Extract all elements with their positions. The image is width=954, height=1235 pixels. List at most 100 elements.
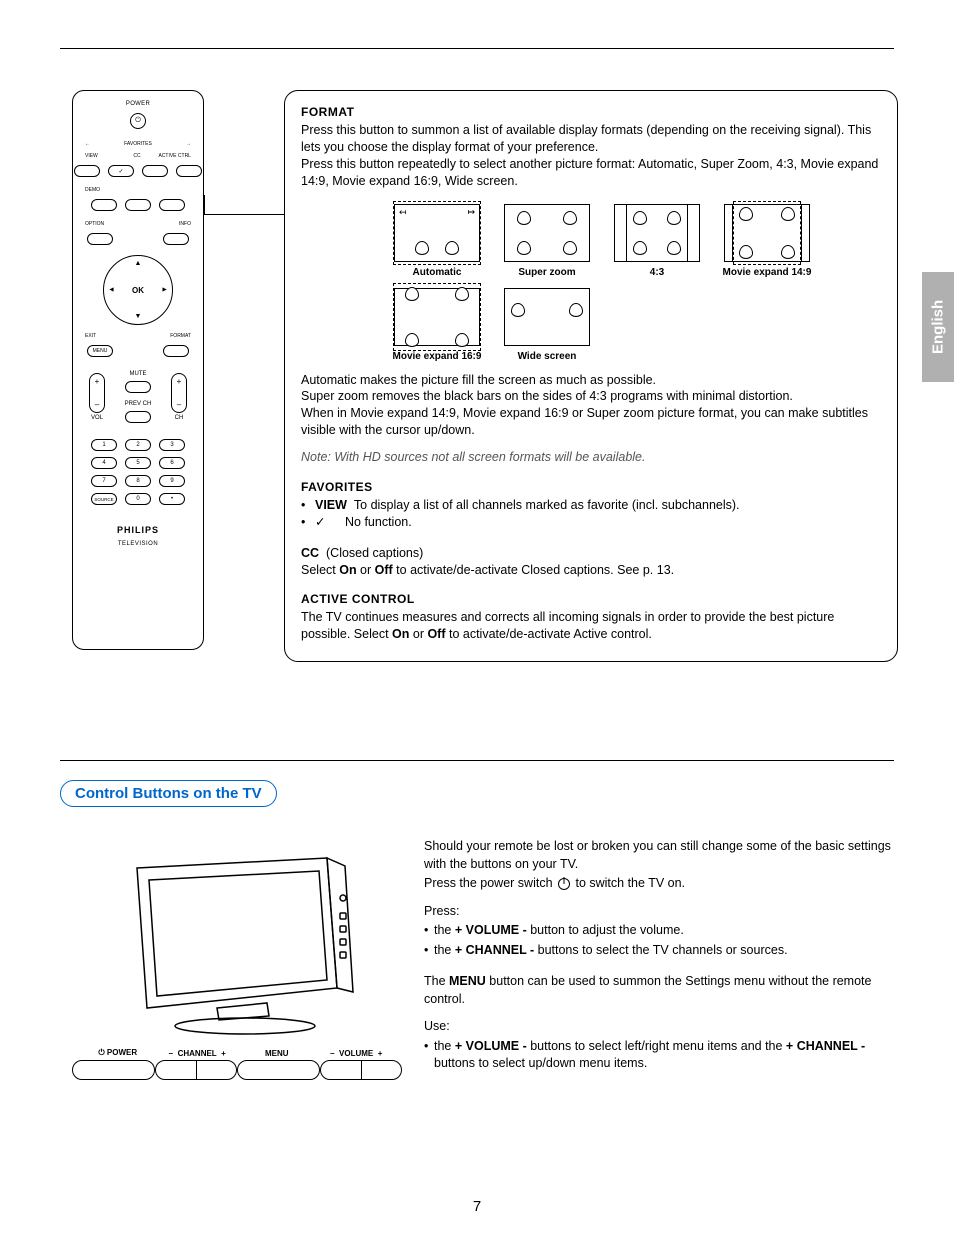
brand: PHILIPS xyxy=(117,525,159,535)
tv-button-bar: ⏻ POWER – CHANNEL + MENU – VOLUME + xyxy=(72,1048,402,1080)
active-control-heading: ACTIVE CONTROL xyxy=(301,592,881,606)
blank-button-1 xyxy=(125,199,151,211)
mute-label: MUTE xyxy=(129,371,146,377)
exit-label: EXIT xyxy=(85,333,96,339)
tv-intro1: Should your remote be lost or broken you… xyxy=(424,838,894,873)
num-4: 4 xyxy=(91,457,117,469)
info-button xyxy=(163,233,189,245)
format-diagrams: ↤ ↦ Automatic Super zoom 4:3 xyxy=(385,204,881,362)
option-button xyxy=(87,233,113,245)
mute-button xyxy=(125,381,151,393)
press-label: Press: xyxy=(424,903,894,921)
tv-menu-label: MENU xyxy=(237,1049,317,1058)
format-note: Note: With HD sources not all screen for… xyxy=(301,449,881,466)
cc-line1: CC (Closed captions) xyxy=(301,545,881,562)
vol-label: VOL xyxy=(91,415,103,421)
cc-label: CC xyxy=(133,153,140,159)
num-1: 1 xyxy=(91,439,117,451)
fmt-movie169: Movie expand 16:9 xyxy=(385,288,489,362)
tv-menu-seg xyxy=(237,1060,320,1080)
num-2: 2 xyxy=(125,439,151,451)
active-ctrl-label: ACTIVE CTRL xyxy=(158,153,191,159)
tv-intro2: Press the power switch to switch the TV … xyxy=(424,875,894,893)
info-label: INFO xyxy=(179,221,191,227)
favorites-label: FAVORITES xyxy=(114,141,163,147)
dpad: OK ▲ ▼ ◄ ► xyxy=(103,255,173,325)
cc-line2: Select On or Off to activate/de-activate… xyxy=(301,562,881,579)
ch-rocker: +– xyxy=(171,373,187,413)
view-button xyxy=(74,165,100,177)
favorites-check: ✓No function. xyxy=(301,514,881,531)
tv-volume-seg xyxy=(320,1060,403,1080)
tv-volume-label: – VOLUME + xyxy=(317,1049,397,1058)
format-p5: When in Movie expand 14:9, Movie expand … xyxy=(301,405,881,439)
active-ctrl-button xyxy=(176,165,202,177)
fmt-wide-label: Wide screen xyxy=(518,351,577,362)
brand-sub: TELEVISION xyxy=(118,541,158,547)
fmt-automatic: ↤ ↦ Automatic xyxy=(385,204,489,278)
section-divider xyxy=(60,760,894,761)
menu-p: The MENU button can be used to summon th… xyxy=(424,973,894,1008)
fmt-43: 4:3 xyxy=(605,204,709,278)
fav-check-button: ✓ xyxy=(108,165,134,177)
num-7: 7 xyxy=(91,475,117,487)
menu-button: MENU xyxy=(87,345,113,357)
fmt-superzoom: Super zoom xyxy=(495,204,599,278)
active-control-text: The TV continues measures and corrects a… xyxy=(301,609,881,643)
tv-controls-text: Should your remote be lost or broken you… xyxy=(424,838,894,1075)
press-vol: the + VOLUME - button to adjust the volu… xyxy=(424,922,894,940)
prevch-button xyxy=(125,411,151,423)
fmt-movie149-label: Movie expand 14:9 xyxy=(723,267,812,278)
connector-line-h xyxy=(204,214,284,215)
page-number: 7 xyxy=(0,1198,954,1215)
fmt-43-label: 4:3 xyxy=(650,267,664,278)
format-p1: Press this button to summon a list of av… xyxy=(301,122,881,156)
remote-control-illustration: POWER ⏻ ← FAVORITES → VIEW CC ACTIVE CTR… xyxy=(72,90,204,650)
favorites-heading: FAVORITES xyxy=(301,480,881,494)
num-9: 9 xyxy=(159,475,185,487)
num-6: 6 xyxy=(159,457,185,469)
tv-power-label: ⏻ POWER xyxy=(78,1048,158,1058)
fmt-movie149: Movie expand 14:9 xyxy=(715,204,819,278)
format-p2: Press this button repeatedly to select a… xyxy=(301,156,881,190)
fmt-wide: Wide screen xyxy=(495,288,599,362)
power-button: ⏻ xyxy=(130,113,146,129)
power-label: POWER xyxy=(126,101,150,107)
connector-line-v xyxy=(204,195,205,214)
ok-label: OK xyxy=(132,286,144,295)
ch-label: CH xyxy=(175,415,184,421)
num-8: 8 xyxy=(125,475,151,487)
fmt-superzoom-label: Super zoom xyxy=(518,267,575,278)
section-heading: Control Buttons on the TV xyxy=(60,780,277,807)
view-label: VIEW xyxy=(85,153,98,159)
format-label: FORMAT xyxy=(170,333,191,339)
tv-channel-label: – CHANNEL + xyxy=(158,1049,238,1058)
format-callout: FORMAT Press this button to summon a lis… xyxy=(284,90,898,662)
num-5: 5 xyxy=(125,457,151,469)
language-tab: English xyxy=(922,272,954,382)
tv-illustration xyxy=(97,838,377,1038)
format-heading: FORMAT xyxy=(301,105,881,119)
number-pad: 1 2 3 4 5 6 7 8 9 SOURCE 0 • xyxy=(91,439,185,505)
fmt-automatic-label: Automatic xyxy=(413,267,462,278)
num-0: 0 xyxy=(125,493,151,505)
format-button xyxy=(163,345,189,357)
tv-power-seg xyxy=(72,1060,155,1080)
option-label: OPTION xyxy=(85,221,104,227)
prevch-label: PREV CH xyxy=(125,401,152,407)
cc-button xyxy=(142,165,168,177)
press-ch: the + CHANNEL - buttons to select the TV… xyxy=(424,942,894,960)
page-top-rule xyxy=(60,48,894,49)
fmt-movie169-label: Movie expand 16:9 xyxy=(393,351,482,362)
dot-button: • xyxy=(159,493,185,505)
source-button: SOURCE xyxy=(91,493,117,505)
format-p3: Automatic makes the picture fill the scr… xyxy=(301,372,881,389)
use-label: Use: xyxy=(424,1018,894,1036)
tv-channel-seg xyxy=(155,1060,238,1080)
use-item: the + VOLUME - buttons to select left/ri… xyxy=(424,1038,894,1073)
power-icon xyxy=(558,878,570,890)
tv-illustration-area: ⏻ POWER – CHANNEL + MENU – VOLUME + xyxy=(72,838,402,1080)
favorites-view: VIEW To display a list of all channels m… xyxy=(301,497,881,514)
demo-button xyxy=(91,199,117,211)
format-p4: Super zoom removes the black bars on the… xyxy=(301,388,881,405)
